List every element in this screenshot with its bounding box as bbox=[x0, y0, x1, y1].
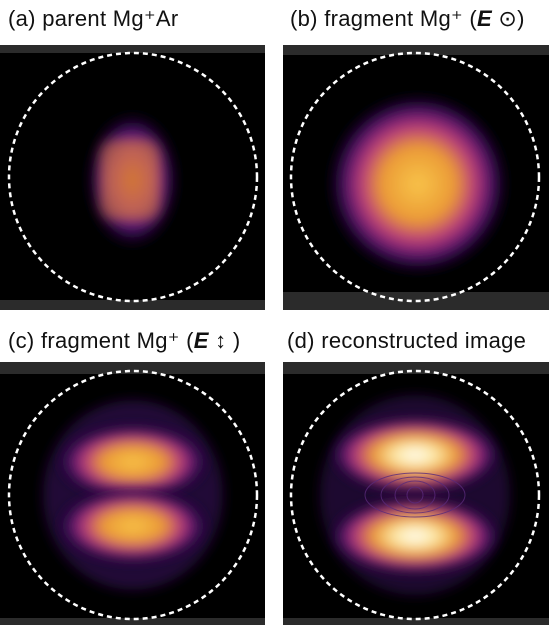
polarization-symbol: ⊙ bbox=[498, 6, 517, 31]
caption-text: (c) fragment Mg⁺ ( bbox=[8, 328, 194, 353]
polarization: E bbox=[194, 328, 209, 353]
caption-text: (b) fragment Mg⁺ ( bbox=[290, 6, 477, 31]
caption-text: (a) parent Mg⁺Ar bbox=[8, 6, 178, 31]
polarization-symbol: ↕ bbox=[215, 328, 226, 353]
image-b bbox=[283, 45, 549, 310]
figure: (a) parent Mg⁺Ar (b) fragment Mg⁺ (E ⊙) … bbox=[0, 0, 549, 625]
caption-close: ) bbox=[517, 6, 525, 31]
caption-c: (c) fragment Mg⁺ (E ↕ ) bbox=[8, 328, 241, 354]
panels bbox=[0, 0, 549, 625]
image-c bbox=[0, 362, 265, 625]
image-a bbox=[0, 45, 265, 310]
caption-b: (b) fragment Mg⁺ (E ⊙) bbox=[290, 6, 525, 32]
polarization: E bbox=[477, 6, 492, 31]
caption-text: (d) reconstructed image bbox=[287, 328, 526, 353]
caption-a: (a) parent Mg⁺Ar bbox=[8, 6, 178, 32]
image-d bbox=[283, 362, 549, 625]
caption-close: ) bbox=[233, 328, 241, 353]
caption-d: (d) reconstructed image bbox=[287, 328, 526, 354]
